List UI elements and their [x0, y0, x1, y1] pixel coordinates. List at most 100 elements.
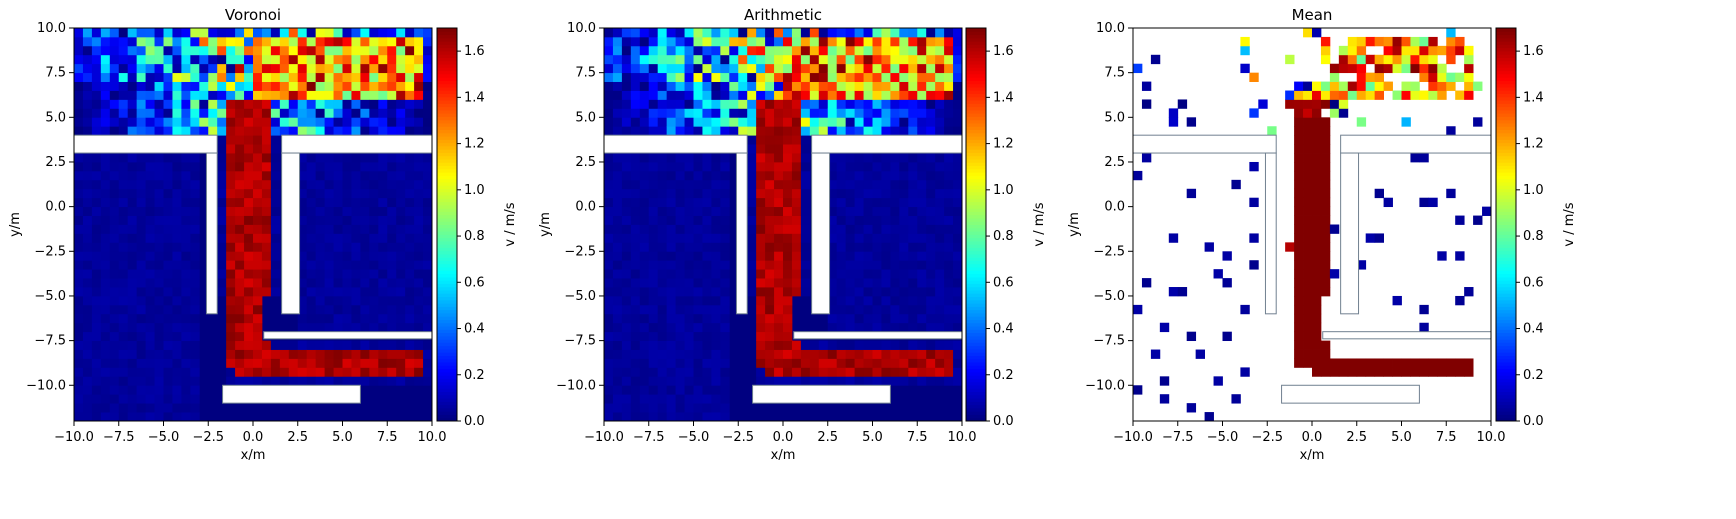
heatmap-cell: [190, 251, 200, 261]
heatmap-cell: [172, 295, 182, 306]
heatmap-cell: [414, 28, 424, 38]
heatmap-cell: [711, 81, 721, 91]
heatmap-cell: [827, 269, 838, 279]
heatmap-cell: [765, 117, 775, 127]
heatmap-cell: [917, 269, 927, 279]
heatmap-cell: [702, 340, 712, 350]
heatmap-cell: [935, 90, 945, 100]
heatmap-cell: [881, 90, 891, 100]
heatmap-cell: [935, 126, 945, 136]
colorbar-segment: [437, 391, 457, 396]
heatmap-cell: [953, 376, 963, 386]
heatmap-cell: [109, 233, 120, 243]
colorbar-segment: [1496, 34, 1516, 39]
wall: [735, 152, 748, 315]
heatmap-cell: [244, 99, 254, 109]
colorbar-segment: [437, 155, 457, 160]
heatmap-cell: [890, 206, 900, 216]
heatmap-cell: [378, 99, 388, 109]
heatmap-cell: [154, 233, 164, 243]
heatmap-cell: [1419, 90, 1429, 100]
heatmap-cell: [118, 251, 129, 261]
heatmap-cell: [774, 179, 784, 190]
heatmap-cell: [100, 287, 111, 297]
heatmap-cell: [800, 358, 811, 368]
heatmap-cell: [908, 36, 918, 47]
heatmap-cell: [118, 99, 129, 109]
heatmap-cell: [604, 367, 614, 377]
heatmap-cell: [226, 269, 236, 279]
heatmap-cell: [702, 188, 712, 199]
heatmap-cell: [91, 251, 102, 261]
heatmap-cell: [1338, 90, 1349, 100]
heatmap-cell: [315, 304, 325, 315]
heatmap-cell: [288, 81, 299, 91]
heatmap-cell: [890, 242, 900, 252]
heatmap-cell: [378, 206, 388, 216]
heatmap-cell: [747, 242, 757, 252]
heatmap-cell: [935, 179, 945, 190]
colorbar-segment: [437, 267, 457, 271]
colorbar-segment: [966, 332, 986, 337]
heatmap-cell: [1419, 322, 1429, 333]
heatmap-cell: [1303, 304, 1313, 315]
heatmap-cell: [1446, 36, 1456, 47]
heatmap-cell: [1312, 278, 1322, 288]
heatmap-cell: [127, 385, 138, 395]
heatmap-cell: [693, 313, 703, 324]
heatmap-cell: [648, 322, 659, 333]
heatmap-cell: [612, 206, 623, 216]
heatmap-cell: [935, 349, 945, 359]
heatmap-cell: [369, 81, 379, 91]
colorbar-segment: [437, 165, 457, 170]
colorbar-segment: [966, 358, 986, 363]
heatmap-cell: [235, 251, 245, 261]
heatmap-cell: [279, 90, 290, 100]
heatmap-cell: [935, 269, 945, 279]
heatmap-cell: [244, 322, 254, 333]
heatmap-cell: [127, 28, 138, 38]
heatmap-cell: [1347, 63, 1358, 74]
heatmap-cell: [935, 242, 945, 252]
heatmap-cell: [711, 340, 721, 350]
heatmap-cell: [908, 170, 918, 181]
heatmap-cell: [604, 72, 614, 82]
heatmap-cell: [1240, 63, 1250, 74]
heatmap-cell: [854, 81, 864, 91]
heatmap-cell: [306, 376, 317, 386]
heatmap-cell: [953, 349, 963, 359]
heatmap-cell: [836, 99, 847, 109]
x-tick-label: −7.5: [1162, 430, 1194, 445]
heatmap-cell: [279, 340, 290, 350]
heatmap-cell: [172, 224, 182, 234]
heatmap-cell: [935, 36, 945, 47]
y-tick-label: 10.0: [37, 21, 66, 36]
heatmap-cell: [91, 278, 102, 288]
heatmap-cell: [100, 63, 111, 74]
heatmap-cell: [908, 126, 918, 136]
heatmap-cell: [333, 126, 343, 136]
heatmap-cell: [747, 233, 757, 243]
heatmap-cell: [199, 90, 209, 100]
heatmap-cell: [100, 242, 111, 252]
heatmap-cell: [935, 81, 945, 91]
heatmap-cell: [235, 108, 245, 118]
heatmap-cell: [396, 322, 406, 333]
heatmap-cell: [109, 81, 120, 91]
heatmap-cell: [217, 278, 227, 288]
colorbar-segment: [437, 149, 457, 153]
heatmap-cell: [783, 376, 793, 386]
heatmap-cell: [324, 197, 334, 208]
heatmap-cell: [791, 215, 802, 225]
heatmap-cell: [827, 367, 838, 377]
heatmap-cell: [351, 161, 361, 172]
heatmap-cell: [297, 304, 308, 315]
heatmap-cell: [1240, 304, 1250, 315]
heatmap-cell: [342, 117, 352, 127]
colorbar-segment: [437, 253, 457, 258]
heatmap-cell: [270, 161, 281, 172]
heatmap-cell: [639, 153, 650, 163]
heatmap-cell: [639, 251, 650, 261]
heatmap-cell: [235, 224, 245, 234]
heatmap-cell: [639, 126, 650, 136]
